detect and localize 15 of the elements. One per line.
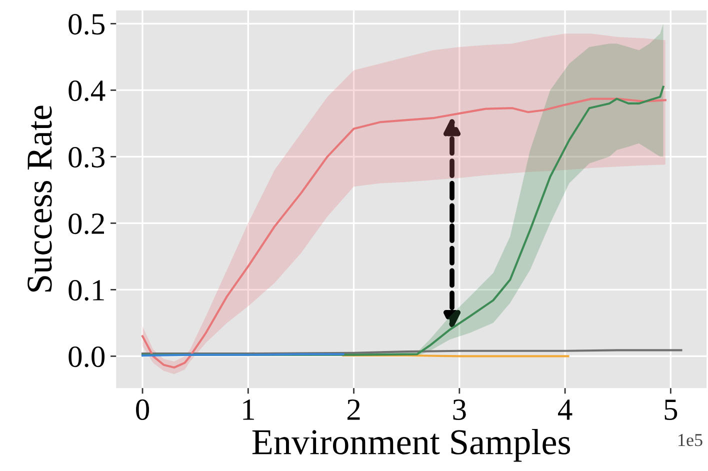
x-tick-label: 0: [136, 399, 149, 420]
x-tick-label: 2: [347, 399, 360, 420]
y-tick-label: 0.1: [68, 280, 104, 301]
y-tick-label: 0.0: [68, 346, 105, 368]
text: 1e5: [678, 434, 702, 446]
x-tick-label: 1: [243, 400, 254, 420]
x-tick-label: 4: [558, 400, 572, 420]
y-tick-label: 0.4: [68, 80, 106, 102]
y-tick-label: 0.2: [68, 213, 104, 234]
y-axis-title: Success Rate: [28, 106, 52, 292]
x-axis-title: Environment Samples: [252, 429, 570, 462]
y-tick-label: 0.3: [68, 146, 104, 168]
x-tick-label: 3: [453, 399, 466, 420]
y-tick-label: 0.5: [68, 14, 104, 35]
x-tick-label: 5: [664, 400, 678, 420]
